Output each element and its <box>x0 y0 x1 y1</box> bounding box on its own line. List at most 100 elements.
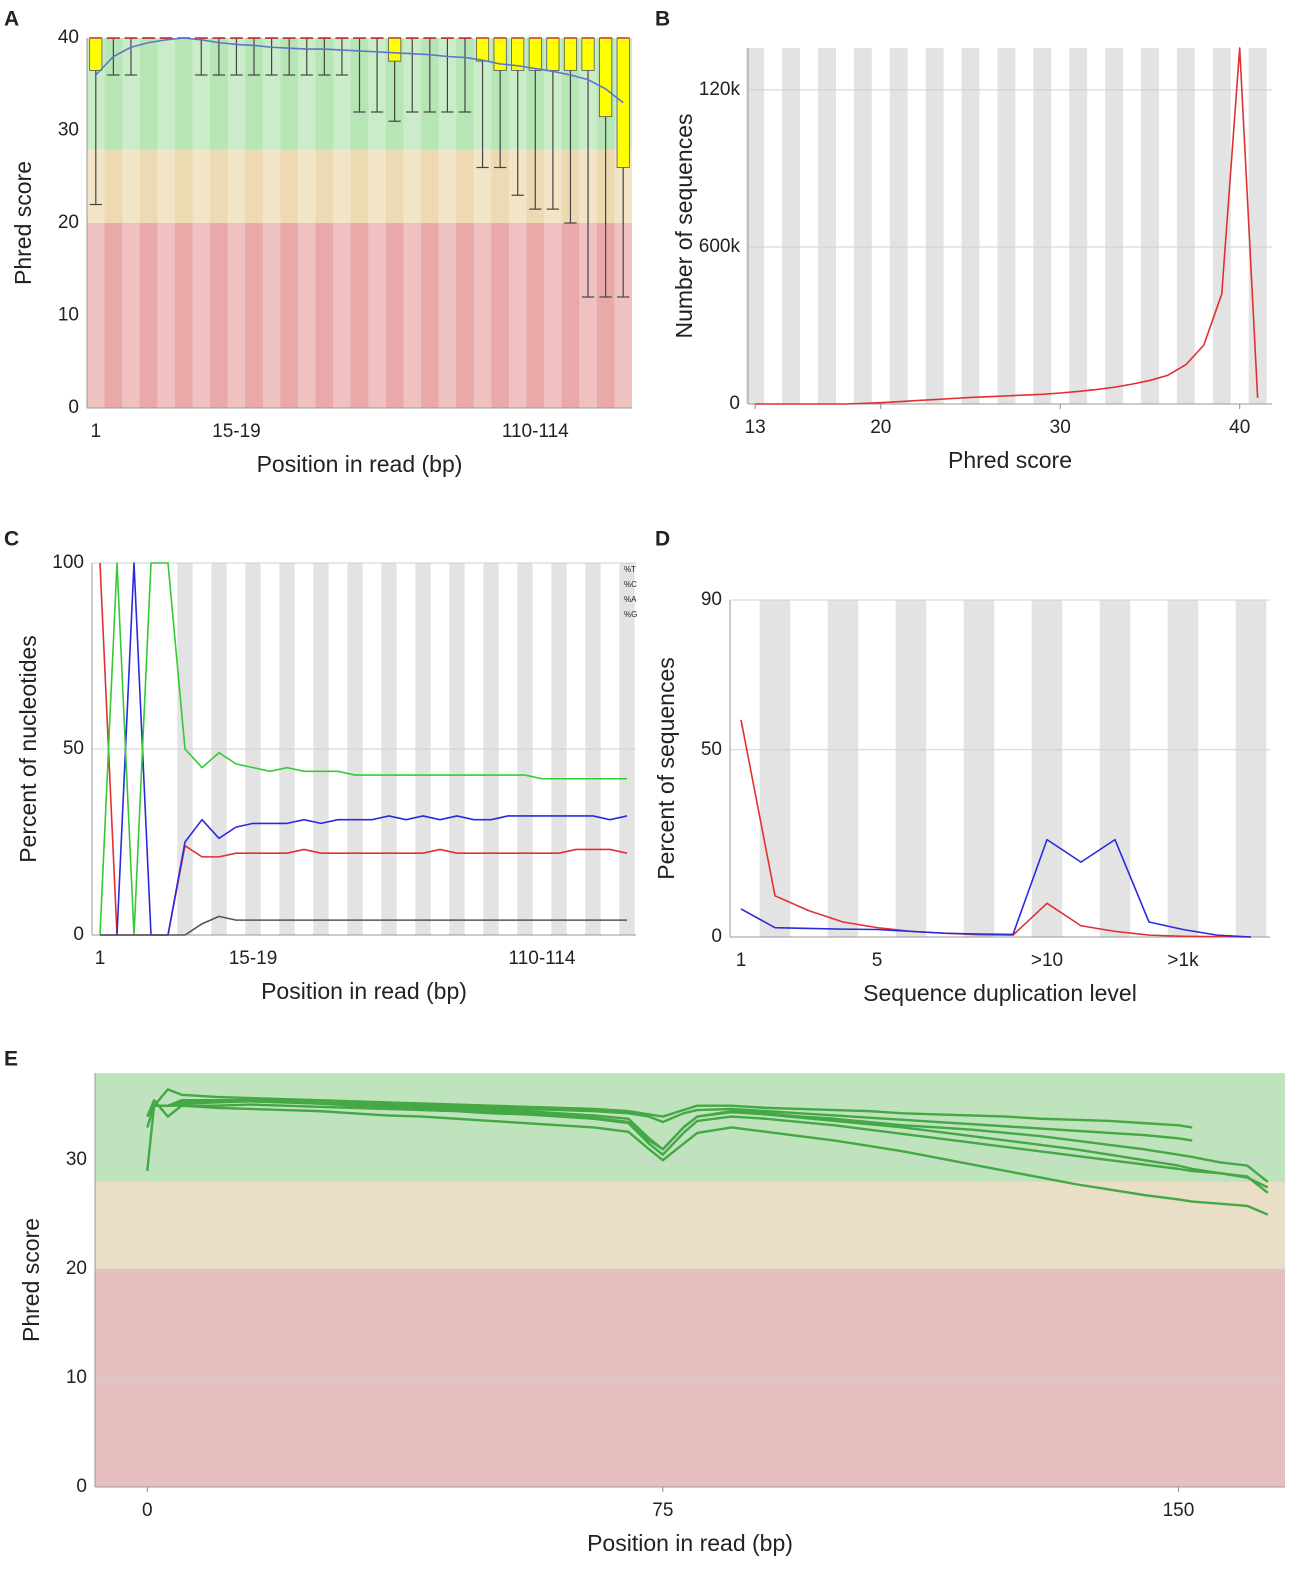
series-line <box>146 1099 1269 1194</box>
x-tick-label: 20 <box>870 417 891 438</box>
y-tick-label: 30 <box>58 120 79 141</box>
box <box>599 37 613 118</box>
stripe <box>1141 48 1159 404</box>
stripe <box>544 38 562 408</box>
y-tick-label: 40 <box>58 27 79 48</box>
stripe <box>827 600 859 937</box>
y-tick-label: 600k <box>699 236 741 257</box>
y-tick-label: 20 <box>66 1258 87 1279</box>
stripe <box>473 38 492 408</box>
stripe <box>192 38 211 408</box>
stripe <box>853 48 872 404</box>
box <box>476 37 490 62</box>
x-tick-label: 110-114 <box>502 421 569 442</box>
x-tick-label: 75 <box>652 1500 673 1521</box>
x-tick-label: 150 <box>1163 1500 1195 1521</box>
x-tick-label: 15-19 <box>229 948 278 969</box>
y-tick-label: 120k <box>699 79 741 100</box>
stripe <box>1033 48 1052 404</box>
stripe <box>1176 48 1195 404</box>
stripe <box>157 38 175 408</box>
x-tick-label: 1 <box>91 421 102 442</box>
series-line <box>99 562 627 936</box>
x-tick-label: 30 <box>1050 417 1071 438</box>
x-tick-label: 15-19 <box>212 421 261 442</box>
legend-entry: %G <box>624 610 637 619</box>
y-axis-label: Percent of sequences <box>653 657 679 879</box>
panel-label: A <box>4 8 19 31</box>
series-line <box>100 562 628 936</box>
stripe <box>895 600 927 937</box>
y-tick-label: 100 <box>52 552 84 573</box>
series-line <box>755 47 1259 405</box>
x-tick-label: 13 <box>745 417 766 438</box>
stripe <box>889 48 908 404</box>
stripe <box>227 38 246 408</box>
y-axis-label: Phred score <box>10 161 36 285</box>
y-tick-label: 50 <box>701 739 722 760</box>
stripe <box>961 48 980 404</box>
stripe <box>1099 600 1131 937</box>
x-tick-label: 40 <box>1229 417 1250 438</box>
mean-line <box>95 37 624 104</box>
x-tick-label: 5 <box>872 950 883 971</box>
y-tick-label: 30 <box>66 1149 87 1170</box>
legend-entry: %C <box>624 580 637 589</box>
box <box>388 37 402 62</box>
quality-zone <box>87 223 632 408</box>
legend-entry: %A <box>624 595 637 604</box>
stripe <box>1069 48 1088 404</box>
stripe <box>1167 600 1199 937</box>
panel-label: E <box>4 1048 18 1071</box>
box <box>528 37 542 71</box>
stripe <box>438 38 457 408</box>
series-line <box>740 838 1252 938</box>
series-line <box>146 1099 1193 1142</box>
box <box>89 37 103 71</box>
stripe <box>122 38 140 408</box>
x-axis-label: Position in read (bp) <box>257 451 463 477</box>
quality-zone <box>95 1181 1285 1270</box>
y-tick-label: 0 <box>73 924 84 945</box>
y-tick-label: 10 <box>66 1367 87 1388</box>
y-tick-label: 90 <box>701 589 722 610</box>
legend-entry: %T <box>624 565 636 574</box>
series-line <box>99 562 628 936</box>
panel-label: D <box>655 528 670 551</box>
stripe <box>997 48 1016 404</box>
panel-label: C <box>4 528 19 551</box>
stripe <box>1105 48 1124 404</box>
stripe <box>262 38 281 408</box>
box <box>493 37 507 71</box>
x-tick-label: 1 <box>95 948 106 969</box>
y-axis-label: Phred score <box>18 1218 44 1342</box>
stripe <box>759 600 791 937</box>
stripe <box>1031 600 1063 937</box>
stripe <box>817 48 836 404</box>
stripe <box>333 38 351 408</box>
stripe <box>297 38 316 408</box>
x-tick-label: >1k <box>1167 950 1199 971</box>
y-axis-label: Number of sequences <box>671 113 697 338</box>
stripe <box>782 48 801 404</box>
y-tick-label: 50 <box>63 738 84 759</box>
box <box>563 37 578 71</box>
stripe <box>963 600 995 937</box>
stripe <box>508 38 527 408</box>
y-axis-label: Percent of nucleotides <box>15 635 41 863</box>
x-tick-label: >10 <box>1031 950 1063 971</box>
series-line <box>146 1088 1193 1172</box>
series-line <box>100 915 627 936</box>
stripe <box>1235 600 1267 937</box>
stripe <box>368 38 386 408</box>
stripe <box>87 38 105 408</box>
box <box>546 37 560 71</box>
x-tick-label: 0 <box>142 1500 153 1521</box>
x-tick-label: 110-114 <box>509 948 576 969</box>
x-axis-label: Phred score <box>948 447 1072 473</box>
x-axis-label: Position in read (bp) <box>587 1530 793 1556</box>
x-axis-label: Position in read (bp) <box>261 978 467 1004</box>
stripe <box>1212 48 1231 404</box>
y-tick-label: 10 <box>58 305 79 326</box>
